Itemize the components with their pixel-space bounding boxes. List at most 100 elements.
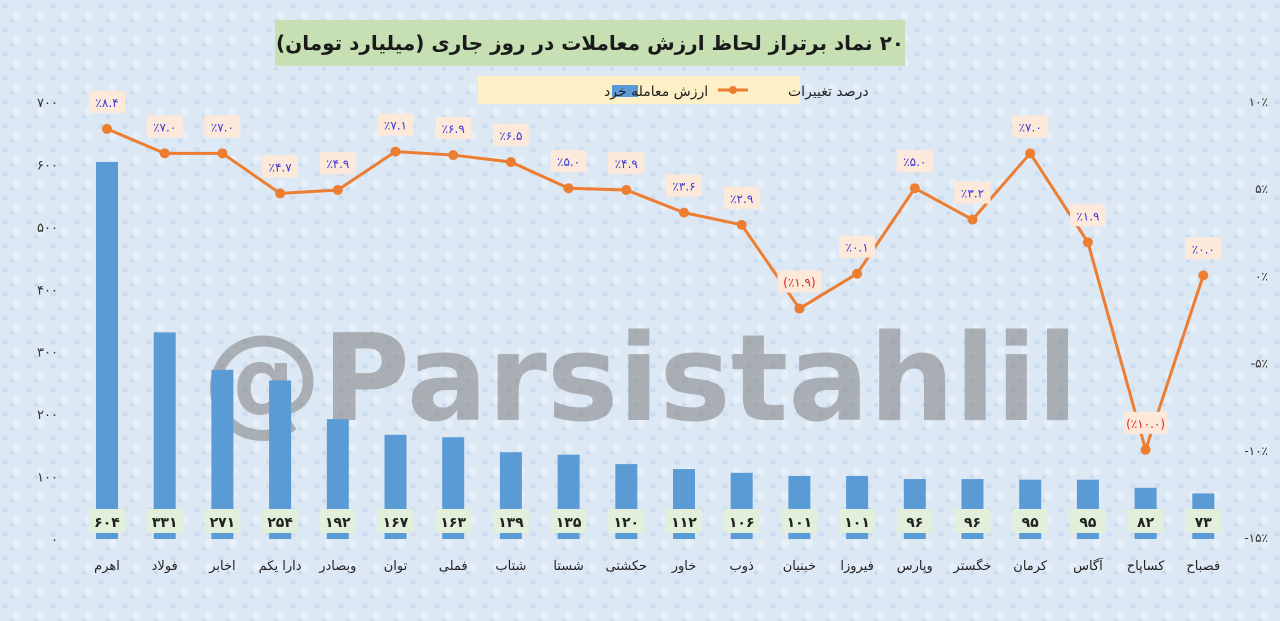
line-point: [852, 268, 863, 279]
bar-value-label-bg: [492, 509, 529, 533]
bar: [153, 332, 176, 539]
line-value-label: ٪۱.۹: [1076, 209, 1099, 223]
bar-value-label: ۱۲۰: [613, 515, 639, 531]
x-axis-labels: اهرم فولاد اخابر دارا یکم وبصادر توان فملی شتاب…: [94, 557, 1220, 574]
right-axis-tick-label: -۵٪: [1251, 357, 1268, 371]
line-value-label-bg: [146, 115, 183, 138]
x-axis-category-label: ذوب: [730, 559, 755, 574]
line-value-label-bg: [608, 151, 645, 174]
bar-value-label-bg: [204, 509, 241, 533]
bar: [96, 161, 118, 539]
bar-value-label: ۹۶: [964, 515, 981, 531]
x-axis-category-label: کرمان: [1013, 559, 1048, 574]
line-point: [1025, 148, 1036, 159]
x-axis-category-label: اهرم: [94, 559, 120, 574]
legend-bar-label: ارزش معامله خرد: [604, 84, 708, 100]
bar-value-label-bg: [666, 509, 702, 533]
line-value-label-bg: [1123, 411, 1168, 434]
x-axis-category-label: فملی: [439, 559, 468, 574]
bar-value-label-bg: [435, 509, 472, 533]
left-axis-tick-label: ۱۰۰: [37, 471, 58, 486]
line-point: [102, 123, 112, 134]
line-value-label: ٪۴.۹: [326, 157, 349, 171]
bar-value-label: ۱۰۱: [787, 515, 813, 531]
bar-value-label: ۱۳۵: [556, 515, 582, 531]
bar-value-label: ۱۱۲: [671, 515, 697, 531]
bar-value-label-bg: [319, 509, 356, 533]
bar-value-label-bg: [954, 509, 991, 533]
bar-value-label-bg: [1127, 509, 1164, 533]
bar-value-label: ۱۶۳: [440, 515, 466, 531]
x-axis-category-label: وبصادر: [318, 559, 356, 574]
line-point: [563, 183, 574, 194]
line-value-label: ٪۰.۰: [1192, 242, 1215, 256]
bar-value-label-bg: [723, 509, 760, 533]
line-point: [794, 303, 805, 314]
line-point: [275, 188, 286, 199]
bar-value-label: ۹۶: [906, 515, 923, 531]
line-value-label: ٪۵.۰: [557, 155, 580, 169]
line-point: [505, 157, 516, 168]
line-value-label-bg: [550, 150, 587, 173]
bar-series: ۶۰۴ ۳۳۱ ۲۷۱ ۲۵۴ ۱۹۲ ۱۶۷ ۱۶۳ ۱۳۹ ۱۳۵ ۱۲۰ ۱۱۲ ۱۰۶ ۱۰۱ ۱…: [89, 161, 1222, 539]
line-value-label: (٪۱.۹): [783, 276, 816, 290]
bar-value-label: ۱۰۶: [729, 515, 755, 531]
bar-value-label: ۷۳: [1195, 515, 1213, 531]
line-point: [1198, 270, 1209, 281]
line-value-label: ٪۰.۱: [846, 241, 869, 255]
line-value-label: ٪۳.۶: [672, 180, 695, 194]
bar-value-label: ۲۷۱: [210, 515, 236, 531]
bar-value-label: ۱۹۲: [325, 515, 351, 531]
line-value-label-bg: [723, 186, 760, 209]
bar-value-label: ۶۰۴: [94, 515, 120, 531]
line-value-label-bg: [435, 117, 472, 140]
x-axis-category-label: اخابر: [208, 559, 235, 574]
left-axis: ۰ ۱۰۰ ۲۰۰ ۳۰۰ ۴۰۰ ۵۰۰ ۶۰۰ ۷۰۰: [37, 96, 58, 548]
line-point: [1082, 237, 1093, 248]
bar-value-label-bg: [550, 509, 587, 533]
line-value-label-bg: [262, 155, 299, 178]
right-axis-tick-label: ۰٪: [1255, 269, 1268, 283]
line-value-label-bg: [666, 174, 702, 197]
right-axis-tick-label: -۱۰٪: [1244, 444, 1268, 458]
line-value-label: ٪۳.۲: [961, 187, 984, 201]
x-axis-category-label: دارا یکم: [259, 559, 302, 574]
x-axis-category-label: خاور: [671, 559, 697, 574]
line-value-label-bg: [777, 270, 822, 293]
bar-value-label-bg: [1185, 509, 1222, 533]
x-axis-category-label: حکشتی: [606, 559, 648, 574]
bar-value-label: ۹۵: [1079, 515, 1097, 531]
bar-value-label-bg: [377, 509, 414, 533]
x-axis-category-label: شستا: [553, 559, 583, 574]
line-value-label: ٪۸.۴: [95, 96, 118, 110]
right-axis: ۱۰٪ ۵٪ ۰٪ -۵٪ -۱۰٪ -۱۵٪: [1244, 95, 1268, 545]
line-value-label: ٪۴.۹: [615, 157, 638, 171]
line-path: [106, 127, 1205, 452]
line-value-label-bg: [896, 150, 933, 173]
left-axis-tick-label: ۰: [51, 533, 58, 548]
x-axis-category-label: کساپاح: [1127, 559, 1166, 574]
line-value-label-bg: [839, 235, 876, 258]
chart-title: ۲۰ نماد برتراز لحاظ ارزش معاملات در روز …: [276, 31, 904, 55]
bar-value-label-bg: [89, 509, 125, 533]
line-value-label-bg: [204, 115, 241, 138]
bar-value-label-bg: [1012, 509, 1049, 533]
line-point: [390, 146, 401, 157]
right-axis-tick-label: ۱۰٪: [1249, 95, 1268, 109]
bar-value-label-bg: [896, 509, 933, 533]
line-value-label: ٪۷.۰: [153, 120, 176, 134]
right-axis-tick-label: -۱۵٪: [1244, 531, 1268, 545]
line-value-label-bg: [954, 181, 991, 204]
left-axis-tick-label: ۴۰۰: [37, 283, 58, 298]
legend-line-label: درصد تغییرات: [788, 84, 869, 100]
x-axis-category-label: فیروزا: [840, 559, 873, 574]
line-value-label-bg: [377, 113, 414, 136]
line-point: [1140, 444, 1151, 455]
line-value-label: ٪۴.۷: [269, 160, 293, 174]
bar-value-label: ۱۳۹: [498, 515, 524, 531]
line-value-label-bg: [1185, 237, 1222, 260]
line-point: [909, 183, 920, 194]
bar-value-label-bg: [608, 509, 645, 533]
